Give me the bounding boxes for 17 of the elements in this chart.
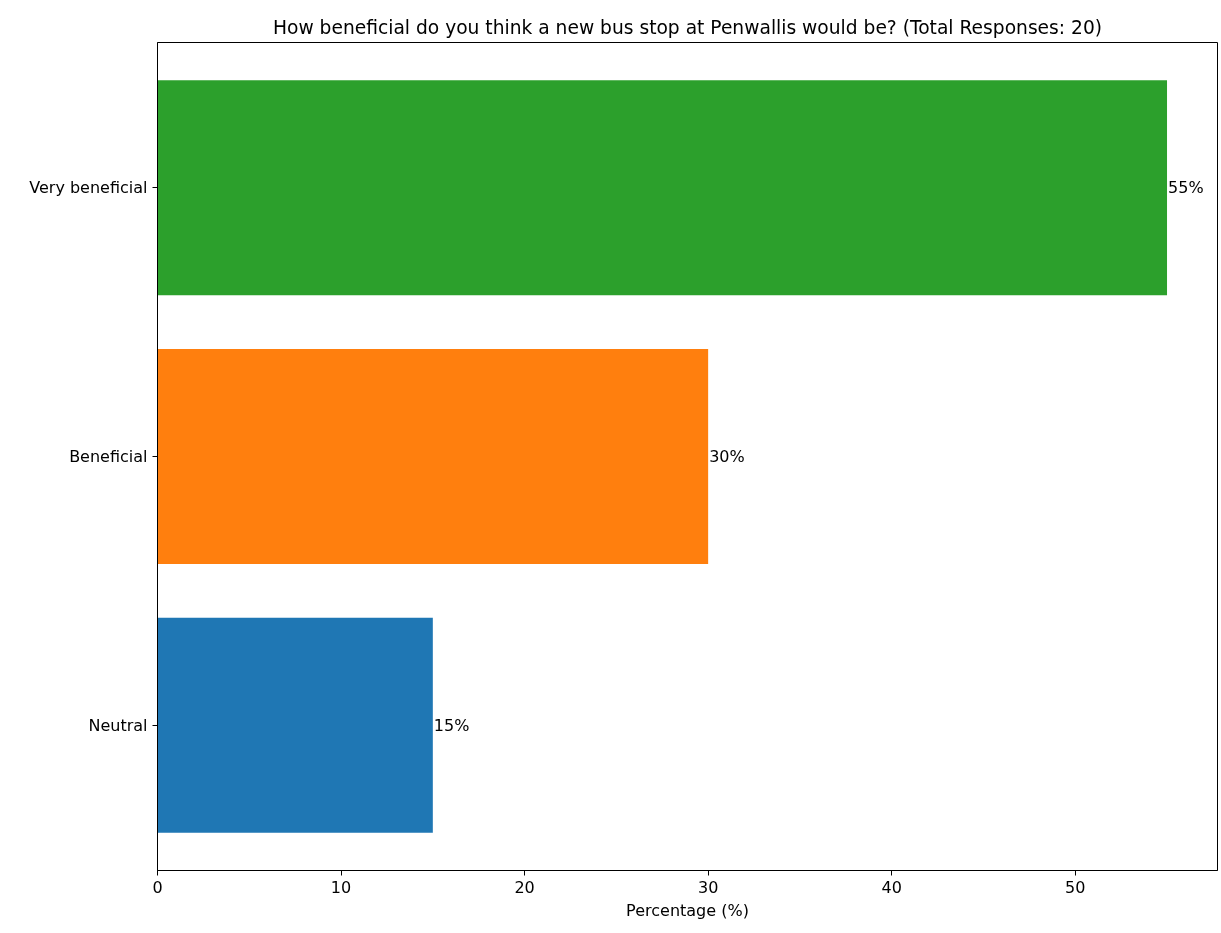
x-tick-label: 30 (697, 877, 719, 897)
bar (157, 348, 709, 565)
x-tick-label: 20 (514, 877, 535, 897)
data-label: 30% (709, 447, 745, 466)
x-tick-label: 10 (330, 877, 352, 897)
bar (157, 80, 1168, 296)
x-tick-label: 50 (1065, 877, 1086, 897)
y-tick-label: Very beneficial (29, 178, 148, 198)
data-label: 55% (1168, 178, 1204, 198)
y-tick-label: Neutral (88, 715, 148, 735)
data-label: 15% (433, 715, 470, 735)
y-tick-label: Beneficial (69, 447, 148, 466)
x-axis-title: Percentage (%) (626, 900, 749, 920)
x-tick-label: 0 (152, 877, 163, 897)
x-tick-label: 40 (881, 877, 902, 897)
chart-title: How beneficial do you think a new bus stop at Penwallis would be? (Total Responses: 20) (272, 16, 1103, 38)
bar (157, 617, 433, 833)
